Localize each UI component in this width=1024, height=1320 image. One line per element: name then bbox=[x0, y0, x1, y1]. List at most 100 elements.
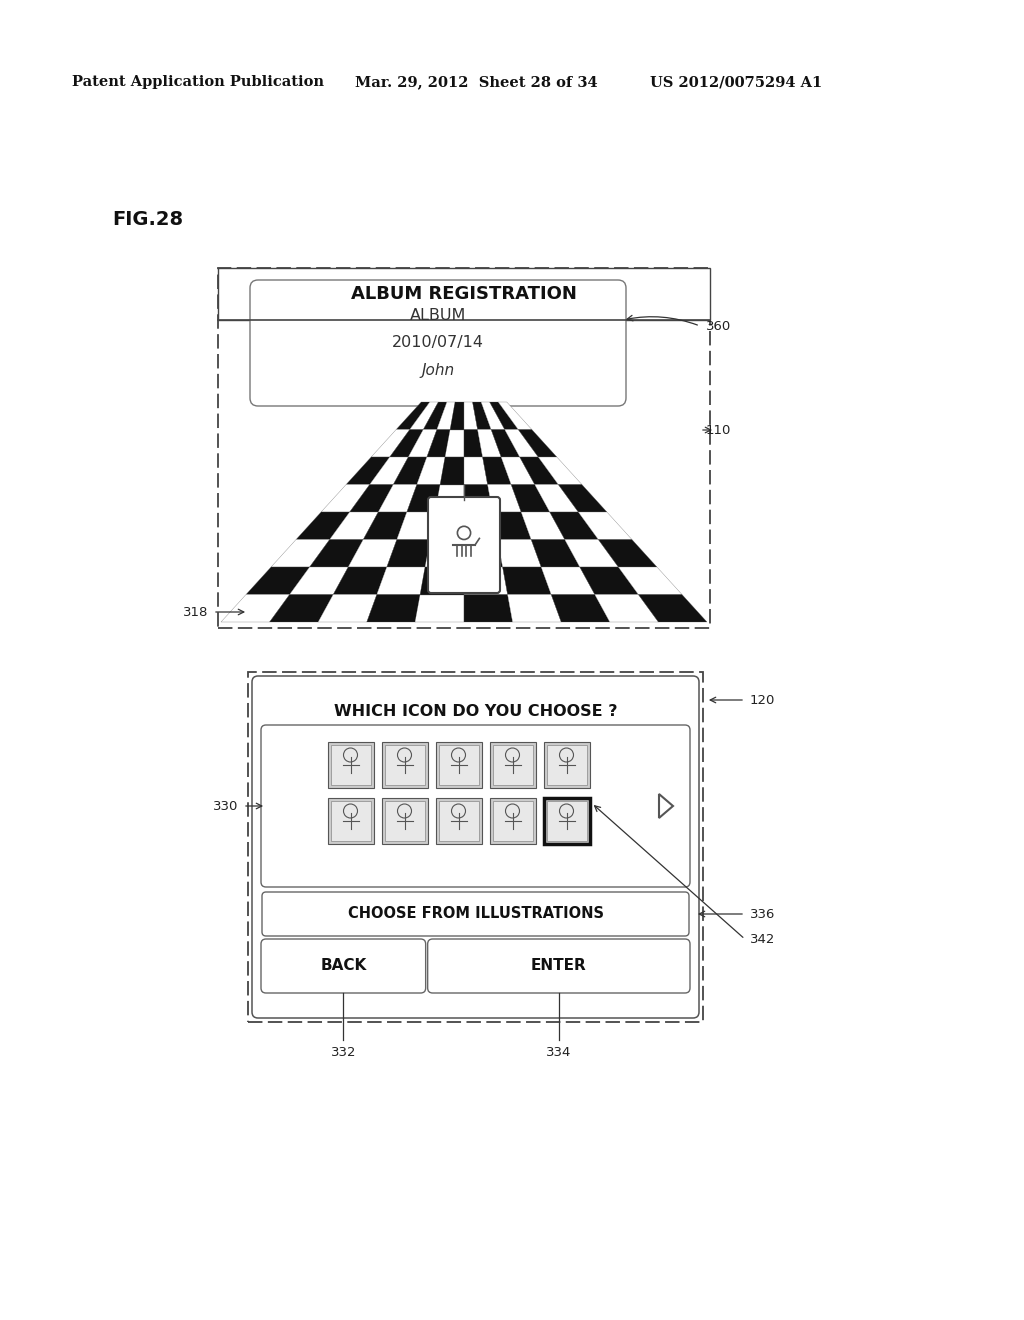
Polygon shape bbox=[550, 512, 598, 540]
Text: 2010/07/14: 2010/07/14 bbox=[392, 335, 484, 351]
Bar bbox=[384, 744, 425, 785]
Bar bbox=[384, 801, 425, 841]
Bar bbox=[435, 742, 481, 788]
Polygon shape bbox=[296, 512, 349, 540]
Polygon shape bbox=[464, 568, 508, 594]
Text: 336: 336 bbox=[750, 908, 775, 920]
Polygon shape bbox=[427, 429, 451, 457]
Polygon shape bbox=[503, 568, 551, 594]
Text: 318: 318 bbox=[182, 606, 208, 619]
Polygon shape bbox=[487, 484, 521, 512]
Polygon shape bbox=[489, 403, 518, 429]
Polygon shape bbox=[618, 568, 682, 594]
Text: ENTER: ENTER bbox=[531, 958, 587, 974]
Bar bbox=[438, 801, 478, 841]
FancyBboxPatch shape bbox=[428, 498, 500, 593]
Polygon shape bbox=[539, 457, 582, 484]
Polygon shape bbox=[330, 512, 378, 540]
Polygon shape bbox=[499, 403, 531, 429]
Polygon shape bbox=[377, 568, 425, 594]
Polygon shape bbox=[541, 568, 595, 594]
Text: John: John bbox=[422, 363, 455, 378]
Polygon shape bbox=[333, 568, 387, 594]
FancyBboxPatch shape bbox=[261, 939, 426, 993]
Polygon shape bbox=[558, 484, 607, 512]
Polygon shape bbox=[421, 568, 464, 594]
Polygon shape bbox=[579, 512, 632, 540]
Polygon shape bbox=[451, 403, 464, 429]
Polygon shape bbox=[565, 540, 618, 568]
Polygon shape bbox=[371, 429, 410, 457]
Polygon shape bbox=[464, 457, 487, 484]
Polygon shape bbox=[464, 540, 503, 568]
Polygon shape bbox=[492, 429, 520, 457]
Polygon shape bbox=[221, 594, 290, 622]
Text: FIG.28: FIG.28 bbox=[112, 210, 183, 228]
Polygon shape bbox=[505, 429, 539, 457]
Text: 120: 120 bbox=[750, 693, 775, 706]
Text: 360: 360 bbox=[706, 319, 731, 333]
Bar bbox=[544, 799, 590, 843]
Polygon shape bbox=[348, 540, 397, 568]
FancyBboxPatch shape bbox=[250, 280, 626, 407]
Bar bbox=[218, 268, 710, 319]
Bar bbox=[328, 742, 374, 788]
FancyBboxPatch shape bbox=[428, 939, 690, 993]
Text: WHICH ICON DO YOU CHOOSE ?: WHICH ICON DO YOU CHOOSE ? bbox=[334, 705, 617, 719]
Polygon shape bbox=[498, 540, 541, 568]
Polygon shape bbox=[346, 457, 390, 484]
Bar bbox=[248, 672, 703, 1022]
Polygon shape bbox=[425, 540, 464, 568]
Polygon shape bbox=[445, 429, 464, 457]
Polygon shape bbox=[423, 403, 446, 429]
Polygon shape bbox=[390, 429, 423, 457]
Text: 330: 330 bbox=[213, 800, 238, 813]
Polygon shape bbox=[464, 594, 513, 622]
Polygon shape bbox=[535, 484, 579, 512]
FancyBboxPatch shape bbox=[252, 676, 699, 1018]
Polygon shape bbox=[598, 540, 657, 568]
Polygon shape bbox=[520, 457, 558, 484]
Text: US 2012/0075294 A1: US 2012/0075294 A1 bbox=[650, 75, 822, 88]
Bar bbox=[547, 801, 587, 841]
Polygon shape bbox=[430, 512, 464, 540]
Polygon shape bbox=[482, 457, 511, 484]
Bar bbox=[493, 801, 532, 841]
Bar bbox=[435, 799, 481, 843]
FancyBboxPatch shape bbox=[262, 892, 689, 936]
Bar bbox=[328, 799, 374, 843]
Bar bbox=[382, 742, 427, 788]
Polygon shape bbox=[638, 594, 707, 622]
Text: 110: 110 bbox=[706, 424, 731, 437]
Polygon shape bbox=[580, 568, 638, 594]
Polygon shape bbox=[387, 540, 430, 568]
Text: ALBUM REGISTRATION: ALBUM REGISTRATION bbox=[351, 285, 577, 304]
Bar bbox=[382, 799, 427, 843]
Polygon shape bbox=[440, 457, 464, 484]
Polygon shape bbox=[407, 484, 440, 512]
Bar bbox=[218, 268, 710, 628]
Polygon shape bbox=[322, 484, 370, 512]
Polygon shape bbox=[271, 540, 330, 568]
Bar bbox=[489, 742, 536, 788]
Polygon shape bbox=[290, 568, 348, 594]
Bar bbox=[544, 742, 590, 788]
Text: Patent Application Publication: Patent Application Publication bbox=[72, 75, 324, 88]
Polygon shape bbox=[410, 403, 438, 429]
Polygon shape bbox=[246, 568, 309, 594]
Polygon shape bbox=[397, 512, 435, 540]
Polygon shape bbox=[551, 594, 610, 622]
Polygon shape bbox=[378, 484, 417, 512]
Polygon shape bbox=[367, 594, 421, 622]
Polygon shape bbox=[364, 512, 407, 540]
Bar bbox=[544, 799, 590, 843]
Bar bbox=[493, 744, 532, 785]
Polygon shape bbox=[464, 484, 493, 512]
Text: ALBUM: ALBUM bbox=[410, 309, 466, 323]
Bar bbox=[489, 799, 536, 843]
Text: BACK: BACK bbox=[321, 958, 367, 974]
Polygon shape bbox=[472, 403, 492, 429]
Polygon shape bbox=[269, 594, 333, 622]
Text: 332: 332 bbox=[331, 1045, 356, 1059]
FancyBboxPatch shape bbox=[261, 725, 690, 887]
